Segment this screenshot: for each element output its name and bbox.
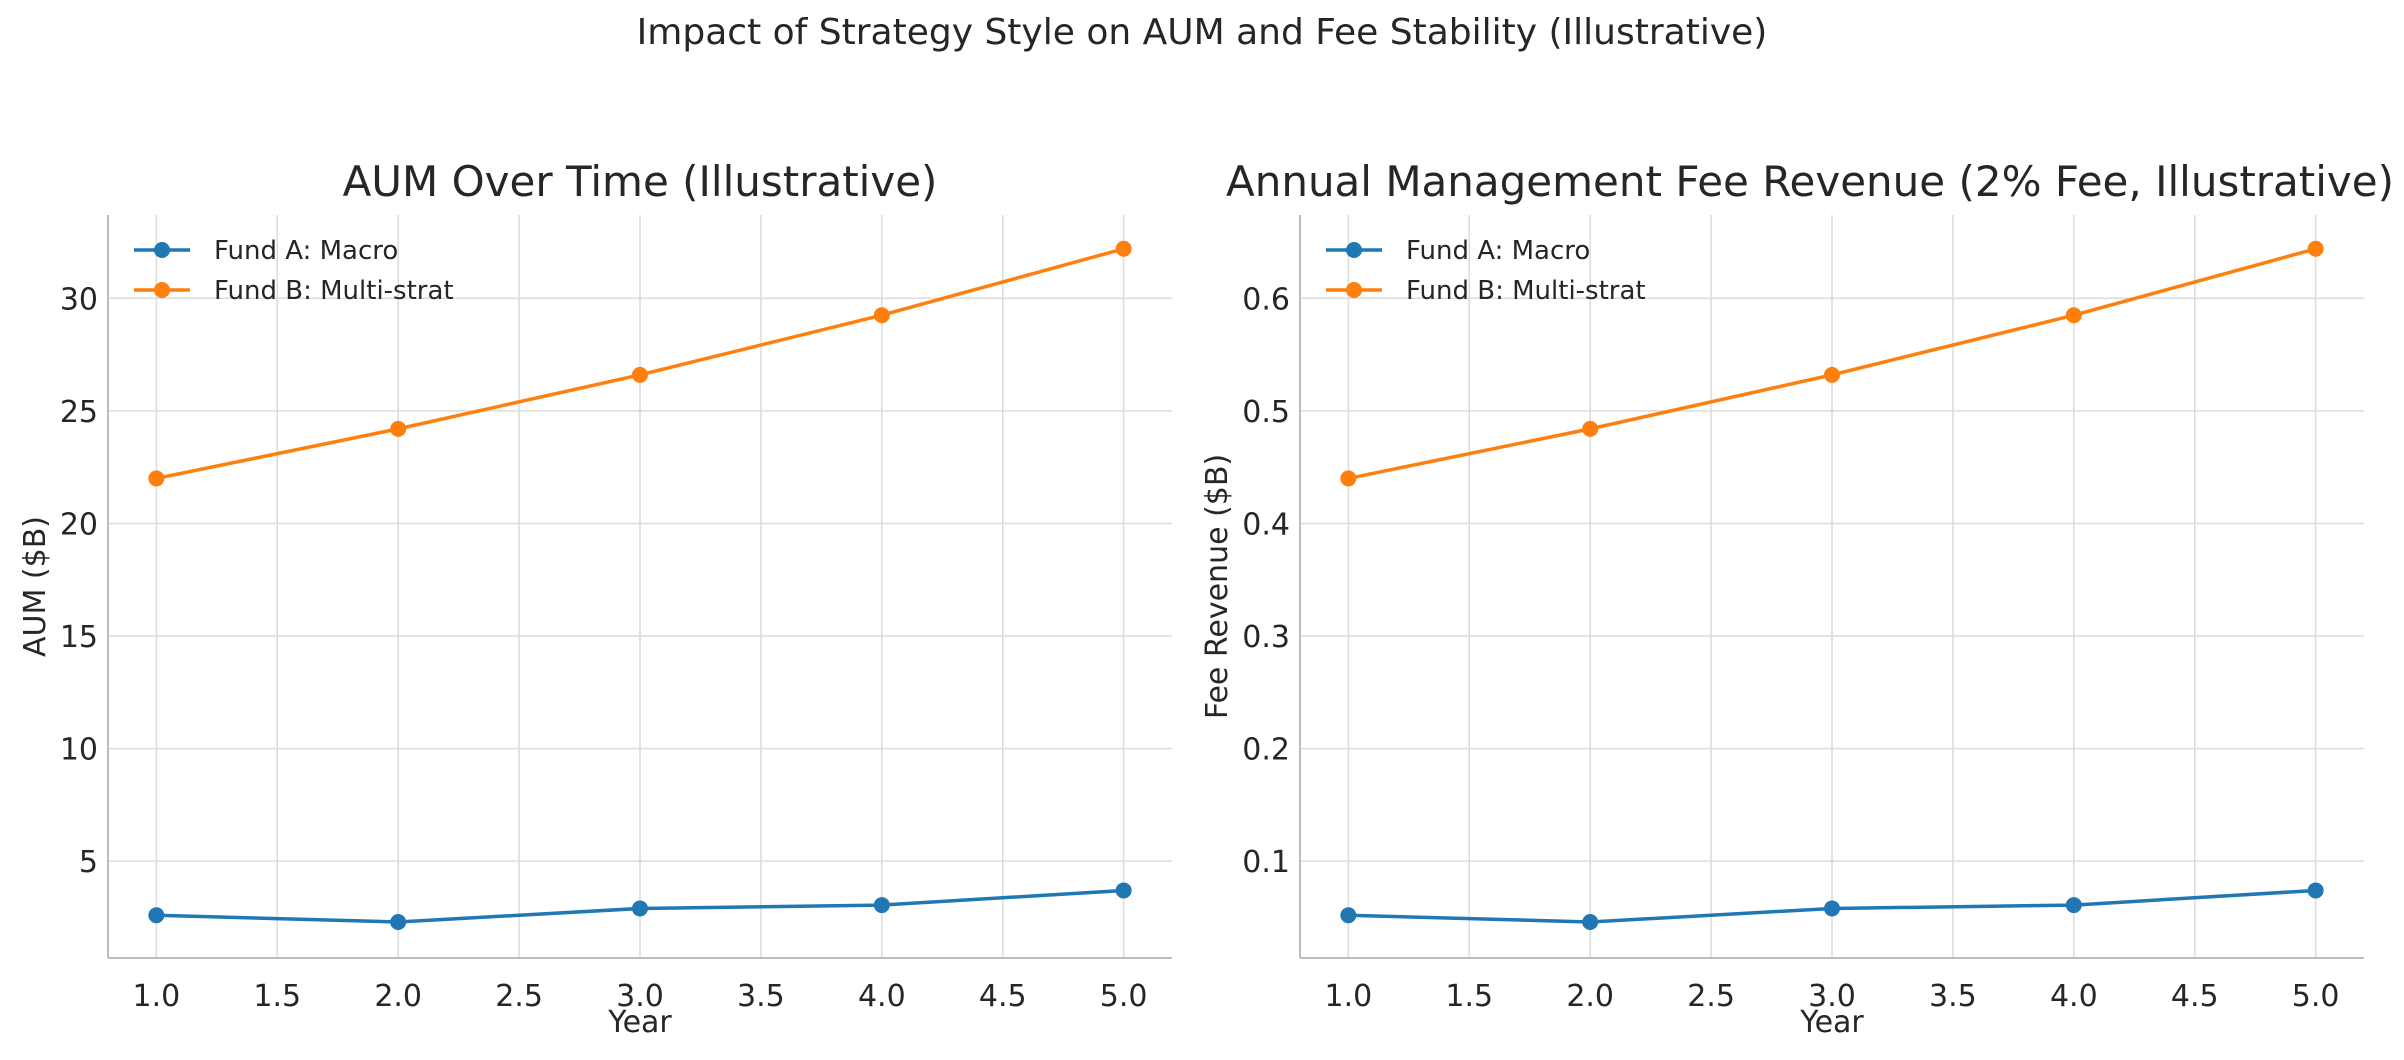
aum-y-tick-label: 5 [79,845,98,880]
fee-x-tick-label: 3.5 [1929,979,1977,1014]
aum-fund-a-data-point [148,907,165,924]
aum-fund-b-data-point [873,307,890,324]
fee-y-axis-label: Fee Revenue ($B) [1200,454,1235,719]
fee-x-axis-label: Year [1799,1005,1864,1040]
aum-x-tick-label: 1.5 [253,979,301,1014]
fee-x-tick-label: 2.5 [1687,979,1735,1014]
fee-fund-b-data-point [1582,420,1599,437]
aum-x-tick-label: 3.5 [737,979,785,1014]
fee-fund-a-data-point [1340,907,1357,924]
fee-x-tick-label: 2.0 [1566,979,1614,1014]
aum-fund-b-data-point [390,420,407,437]
aum-x-tick-label: 2.5 [495,979,543,1014]
aum-legend-fund-b-marker [154,282,170,298]
fee-y-tick-label: 0.1 [1242,845,1290,880]
fee-x-tick-label: 1.0 [1325,979,1373,1014]
aum-chart-title: AUM Over Time (Illustrative) [343,157,938,206]
aum-x-tick-label: 2.0 [374,979,422,1014]
aum-y-tick-label: 25 [60,395,98,430]
aum-fund-b-data-point [1115,240,1132,257]
fee-x-tick-label: 1.5 [1445,979,1493,1014]
aum-fund-a-data-point [632,900,648,917]
fee-y-tick-label: 0.4 [1242,507,1290,542]
fee-legend-fund-a-marker [1346,242,1362,258]
aum-x-tick-label: 5.0 [1100,979,1148,1014]
aum-legend-fund-b-label: Fund B: Multi-strat [214,276,454,306]
aum-y-tick-label: 30 [60,282,98,317]
fee-y-tick-label: 0.3 [1242,620,1290,655]
aum-fund-a-data-point [390,913,407,930]
fee-x-tick-label: 4.0 [2050,979,2098,1014]
aum-y-tick-label: 20 [60,507,98,542]
fee-fund-a-data-point [2307,882,2324,899]
fee-chart-title: Annual Management Fee Revenue (2% Fee, I… [1226,157,2394,206]
aum-y-tick-label: 15 [60,620,98,655]
aum-x-tick-label: 1.0 [133,979,181,1014]
fee-legend-fund-b-label: Fund B: Multi-strat [1406,276,1646,306]
aum-x-tick-label: 4.0 [858,979,906,1014]
fee-fund-a-data-point [1824,900,1840,917]
aum-x-axis-label: Year [607,1005,672,1040]
fee-legend-fund-a-label: Fund A: Macro [1406,236,1590,266]
fee-y-tick-label: 0.5 [1242,395,1290,430]
aum-fund-b-data-point [632,366,648,383]
figure-suptitle: Impact of Strategy Style on AUM and Fee … [636,12,1768,53]
fee-y-tick-label: 0.2 [1242,733,1290,768]
fee-fund-b-data-point [1340,470,1357,487]
fee-fund-a-data-point [1582,913,1599,930]
aum-fund-a-data-point [873,897,890,914]
aum-fund-a-data-point [1115,882,1132,899]
fee-fund-b-data-point [1824,366,1840,383]
fee-x-tick-label: 3.0 [1808,979,1856,1014]
fee-y-tick-label: 0.6 [1242,282,1290,317]
fee-x-tick-label: 5.0 [2292,979,2340,1014]
aum-x-tick-label: 4.5 [979,979,1027,1014]
aum-y-axis-label: AUM ($B) [18,516,53,657]
fee-x-tick-label: 4.5 [2171,979,2219,1014]
fee-fund-b-data-point [2065,307,2082,324]
aum-legend-fund-a-marker [154,242,170,258]
fee-fund-a-data-point [2065,897,2082,914]
aum-y-tick-label: 10 [60,733,98,768]
fee-fund-b-data-point [2307,240,2324,257]
aum-legend-fund-a-label: Fund A: Macro [214,236,398,266]
aum-x-tick-label: 3.0 [616,979,664,1014]
fee-legend-fund-b-marker [1346,282,1362,298]
aum-fund-b-data-point [148,470,165,487]
